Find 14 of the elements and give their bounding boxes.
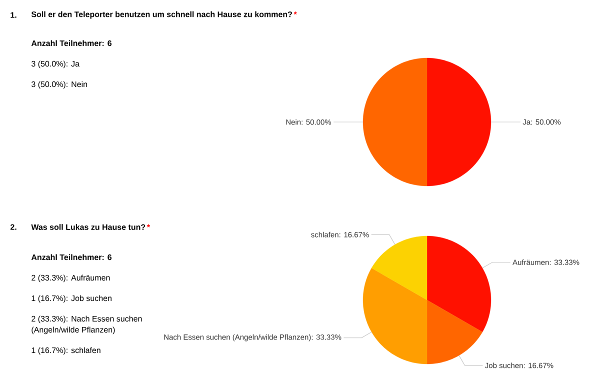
text: * (146, 224, 150, 228)
text: * (294, 12, 297, 15)
text: 3 (50.0%): Nein (32, 81, 87, 89)
text: 1. (10, 12, 16, 18)
text: 2 (33.3%): Nach Essen suchen (Angeln/wilde Pflanzen) (32, 316, 142, 334)
text: 1 (16.7%): schlafen (32, 347, 100, 355)
text: Anzahl Teilnehmer: 6 (31, 40, 112, 46)
text: Soll er den Teleporter benutzen um schnell nach Hause zu kommen? (31, 11, 292, 19)
text: 2 (33.3%): Aufräumen (32, 274, 110, 282)
text: 2. (10, 224, 16, 230)
text: Was soll Lukas zu Hause tun? (31, 224, 146, 230)
text: Anzahl Teilnehmer: 6 (31, 254, 112, 260)
text: 3 (50.0%): Ja (32, 60, 80, 68)
text: 1 (16.7%): Job suchen (32, 295, 112, 303)
